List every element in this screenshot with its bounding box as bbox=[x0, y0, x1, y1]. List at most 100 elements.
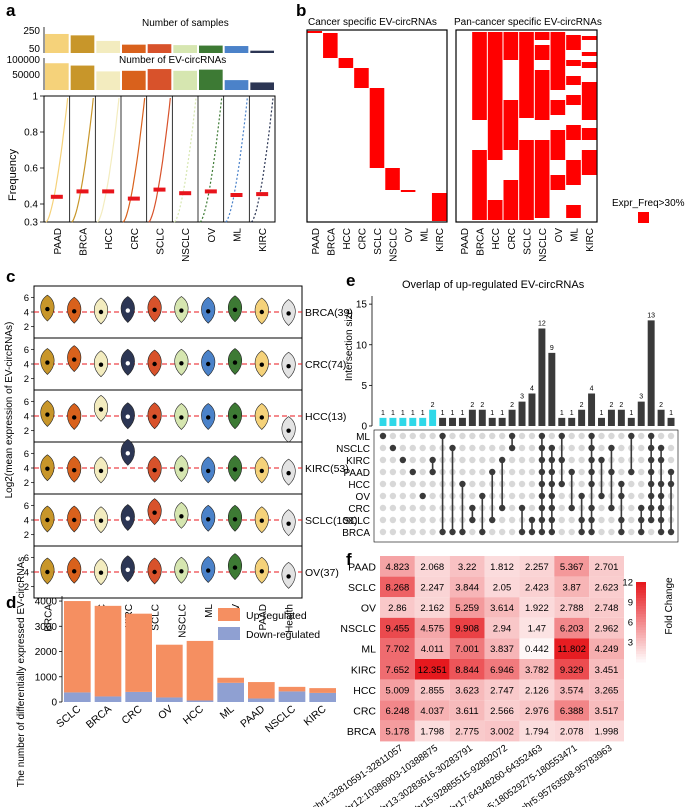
f-cell bbox=[414, 556, 450, 577]
b-right-xlabel-ML: ML bbox=[570, 228, 581, 242]
d-legend-up-swatch bbox=[218, 608, 240, 621]
c-median-dot-ML bbox=[206, 468, 211, 474]
f-colorbar-step bbox=[636, 635, 646, 639]
d-xlabel-NSCLC: NSCLC bbox=[263, 703, 298, 735]
c-median-dot-NSCLC bbox=[179, 569, 184, 574]
f-cell bbox=[554, 576, 590, 598]
b-right-title: Pan-cancer specific EV-circRNAs bbox=[454, 17, 602, 28]
f-cell-label: 2.126 bbox=[525, 685, 549, 696]
f-cell bbox=[519, 556, 555, 577]
c-xlabel-SCLC: SCLC bbox=[151, 604, 162, 631]
f-cell-label: 5.367 bbox=[560, 562, 584, 573]
e-bar-18 bbox=[558, 417, 566, 426]
f-cell-label: 2.86 bbox=[388, 603, 407, 614]
c-tick-label: 4 bbox=[24, 412, 29, 423]
c-xlabel-ML: ML bbox=[204, 604, 215, 618]
f-cell bbox=[519, 700, 555, 721]
c-row-label: HCC(13) bbox=[305, 411, 346, 423]
c-median-dot-NSCLC bbox=[179, 514, 184, 519]
e-dot bbox=[498, 444, 506, 452]
e-bar-label-7: 1 bbox=[451, 410, 455, 417]
a-circ-bar-OV bbox=[199, 69, 223, 90]
a-samples-bar-CRC bbox=[122, 44, 146, 53]
c-tick-label: 6 bbox=[24, 553, 29, 564]
b-right-block bbox=[581, 36, 597, 40]
c-median-dot-HCC bbox=[98, 468, 104, 474]
c-xlabel-BRCA: BRCA bbox=[43, 604, 54, 632]
e-dot bbox=[578, 444, 585, 452]
e-set-label-HCC: HCC bbox=[348, 480, 370, 491]
c-median-dot-PAAD bbox=[259, 362, 264, 367]
c-tick-label: 2 bbox=[24, 478, 29, 489]
b-right-block bbox=[534, 70, 550, 120]
f-cell bbox=[554, 700, 590, 721]
e-set-label-SCLC: SCLC bbox=[343, 516, 370, 527]
f-cell bbox=[484, 638, 520, 659]
f-cell-label: 3.611 bbox=[456, 706, 479, 717]
a-freq-tick-label: 0.3 bbox=[24, 218, 38, 229]
a-freq-curve-HCC bbox=[96, 97, 120, 223]
e-dot bbox=[409, 492, 416, 500]
d-bar-up-PAAD bbox=[248, 682, 275, 699]
f-cell-label: 3.517 bbox=[595, 706, 619, 717]
f-cell bbox=[554, 556, 590, 577]
b-right-xlabel-HCC: HCC bbox=[491, 228, 502, 250]
f-colorbar-step bbox=[636, 648, 646, 652]
e-dot bbox=[429, 504, 436, 512]
f-colorbar-step bbox=[636, 651, 646, 655]
f-cell-label: 5.009 bbox=[386, 685, 410, 696]
e-dot bbox=[598, 516, 605, 524]
e-dot bbox=[419, 432, 426, 440]
d-bar-up-CRC bbox=[125, 613, 152, 692]
d-xlabel-HCC: HCC bbox=[181, 703, 206, 727]
a-xlabel-KIRC: KIRC bbox=[258, 228, 269, 252]
f-cell-label: 2.747 bbox=[490, 685, 514, 696]
e-dot bbox=[389, 456, 397, 464]
a-xlabel-BRCA: BRCA bbox=[79, 228, 90, 256]
c-median-dot-CRC bbox=[72, 415, 77, 420]
d-bar-up-NSCLC bbox=[278, 686, 306, 692]
e-dot bbox=[518, 456, 526, 464]
d-tick-label: 1000 bbox=[35, 672, 58, 683]
c-tick-label: 6 bbox=[24, 345, 29, 356]
a-xlabel-PAAD: PAAD bbox=[53, 228, 64, 255]
f-cell-label: 1.47 bbox=[528, 624, 547, 635]
e-bar-16 bbox=[538, 328, 546, 426]
e-dot bbox=[508, 456, 516, 464]
e-set-label-BRCA: BRCA bbox=[342, 528, 370, 539]
c-tick-label: 6 bbox=[24, 397, 29, 408]
f-cell bbox=[554, 679, 590, 701]
c-tick-label: 6 bbox=[24, 293, 29, 304]
d-xlabel-SCLC: SCLC bbox=[54, 703, 83, 730]
b-right-xlabel-SCLC: SCLC bbox=[523, 228, 534, 255]
b-right-block bbox=[503, 32, 519, 60]
b-right-block bbox=[550, 100, 566, 115]
e-dot bbox=[409, 480, 416, 488]
a-samples-bar-HCC bbox=[96, 40, 120, 53]
f-cell-label: 6.203 bbox=[560, 624, 584, 635]
f-cell bbox=[554, 720, 590, 742]
f-cell bbox=[589, 659, 624, 680]
f-cell-label: 3.002 bbox=[490, 727, 514, 738]
e-dot bbox=[419, 492, 426, 500]
e-tick-label: 0 bbox=[361, 422, 367, 433]
e-dot bbox=[608, 528, 615, 536]
c-median-dot-HCC bbox=[98, 309, 104, 315]
e-bar-12 bbox=[498, 417, 506, 426]
e-bar-label-28: 2 bbox=[659, 402, 663, 409]
e-bar-0 bbox=[379, 417, 387, 426]
e-dot bbox=[628, 516, 635, 524]
c-tick-label: 2 bbox=[24, 530, 29, 541]
f-cell-label: 12.351 bbox=[418, 665, 447, 676]
e-dot bbox=[558, 516, 565, 524]
d-xlabel-OV: OV bbox=[156, 703, 175, 722]
e-dot bbox=[389, 504, 397, 512]
d-bar-up-ML bbox=[217, 677, 244, 683]
d-xlabel-CRC: CRC bbox=[119, 703, 144, 727]
f-cell bbox=[380, 556, 415, 577]
e-dot bbox=[558, 504, 565, 512]
b-right-xlabel-BRCA: BRCA bbox=[476, 228, 487, 256]
e-bar-label-14: 3 bbox=[520, 394, 524, 401]
c-median-dot-BRCA bbox=[45, 360, 50, 365]
a-xlabel-SCLC: SCLC bbox=[156, 228, 167, 255]
